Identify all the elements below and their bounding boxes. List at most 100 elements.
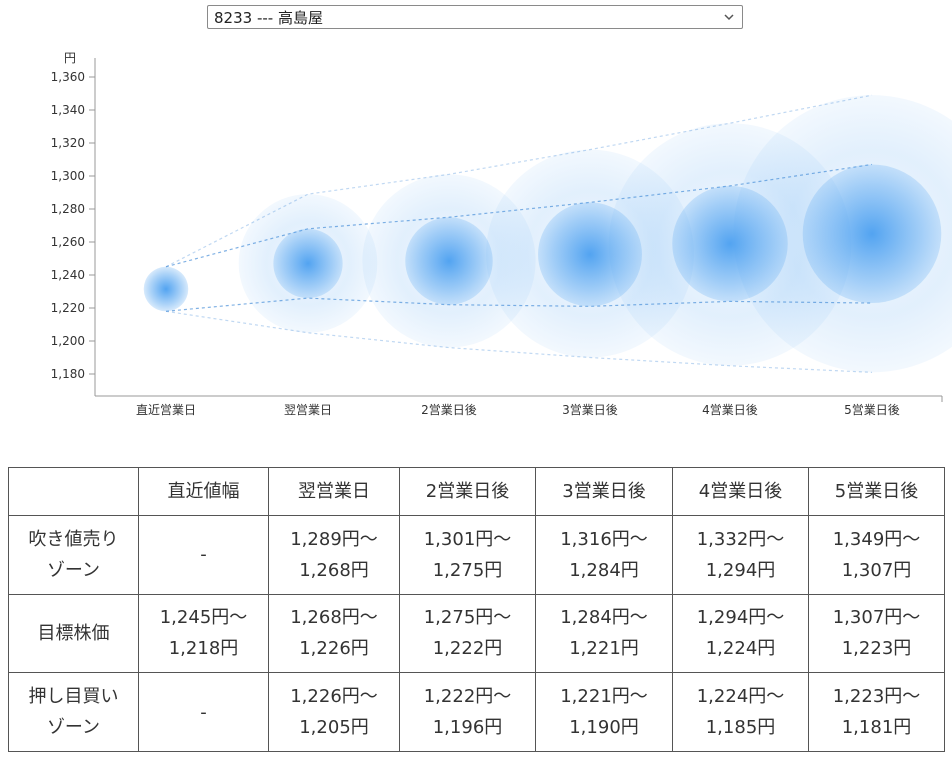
y-tick-label: 1,200 <box>51 334 85 348</box>
row-label: 目標株価 <box>8 593 139 674</box>
target-bubble <box>672 185 788 302</box>
price-cell: 1,294円～ 1,224円 <box>672 593 809 674</box>
price-value: 1,294円～ <box>696 607 785 629</box>
target-lower-line <box>165 297 873 312</box>
price-cell: 1,332円～ 1,294円 <box>672 515 809 595</box>
price-value: 1,196円 <box>432 717 503 739</box>
table-column-header: 4営業日後 <box>672 467 809 516</box>
price-cell: 1,226円～ 1,205円 <box>268 672 400 752</box>
y-axis-unit: 円 <box>64 51 76 65</box>
price-value: - <box>200 544 207 566</box>
price-value: 1,224円 <box>705 638 776 660</box>
target-upper-line <box>165 163 873 268</box>
price-value: 1,275円～ <box>423 607 512 629</box>
forecast-table: 直近値幅 翌営業日 2営業日後 3営業日後 4営業日後 5営業日後 吹き値売りゾーン - 1,… <box>8 467 945 752</box>
price-cell: 1,349円～ 1,307円 <box>808 515 945 595</box>
price-value: 1,221円 <box>569 638 639 660</box>
x-tick-label: 2営業日後 <box>421 403 477 417</box>
table-row: 目標株価 1,245円～ 1,218円 1,268円～ 1,226円 1,275円～ 1,2… <box>8 593 945 674</box>
price-value: 1,284円～ <box>560 607 648 629</box>
table-column-header: 5営業日後 <box>808 467 945 516</box>
price-cell: 1,275円～ 1,222円 <box>399 593 536 674</box>
price-cell: 1,224円～ 1,185円 <box>672 672 809 752</box>
row-label-text: 目標株価 <box>37 622 110 644</box>
y-tick-label: 1,260 <box>51 235 85 249</box>
table-column-header: 翌営業日 <box>268 467 400 516</box>
y-tick-label: 1,220 <box>51 301 85 315</box>
target-bubble <box>538 202 642 307</box>
y-tick-label: 1,300 <box>51 169 85 183</box>
x-tick-label: 4営業日後 <box>702 403 758 417</box>
price-value: 1,268円 <box>299 559 369 581</box>
price-value: 1,190円 <box>569 717 639 739</box>
table-column-header: 3営業日後 <box>535 467 673 516</box>
price-value: 1,294円 <box>705 559 776 581</box>
price-cell: 1,268円～ 1,226円 <box>268 593 400 674</box>
x-tick-label: 翌営業日 <box>284 403 332 417</box>
table-corner-cell <box>8 467 139 516</box>
chevron-down-icon <box>724 14 734 21</box>
price-value: 1,289円～ <box>290 528 378 550</box>
price-value: 1,349円～ <box>832 528 921 550</box>
row-label: 押し目買い ゾーン <box>8 672 139 752</box>
table-row: 吹き値売りゾーン - 1,289円～ 1,268円 1,301円～ 1,275円 1,316… <box>8 515 945 595</box>
price-value: 1,222円 <box>432 638 503 660</box>
y-tick-label: 1,360 <box>51 70 85 84</box>
price-cell: 1,222円～ 1,196円 <box>399 672 536 752</box>
price-value: 1,226円 <box>299 638 369 660</box>
y-tick-label: 1,340 <box>51 103 85 117</box>
y-tick-label: 1,240 <box>51 268 85 282</box>
price-value: 1,275円 <box>432 559 503 581</box>
price-value: 1,223円～ <box>832 686 921 708</box>
stock-selector[interactable]: 8233 --- 高島屋 <box>207 5 743 29</box>
table-column-header: 直近値幅 <box>138 467 269 516</box>
price-cell: - <box>138 672 269 752</box>
price-value: 1,223円 <box>841 638 912 660</box>
table-column-header: 2営業日後 <box>399 467 536 516</box>
price-cell: 1,301円～ 1,275円 <box>399 515 536 595</box>
price-cell: 1,223円～ 1,181円 <box>808 672 945 752</box>
price-value: 1,307円～ <box>832 607 921 629</box>
price-cell: 1,221円～ 1,190円 <box>535 672 673 752</box>
price-value: 1,332円～ <box>696 528 785 550</box>
price-cell: 1,284円～ 1,221円 <box>535 593 673 674</box>
row-label-text: 押し目買い <box>28 686 119 708</box>
row-label: 吹き値売り ゾーン <box>8 515 139 595</box>
stock-selector-value: 8233 --- 高島屋 <box>214 8 323 27</box>
price-cell: - <box>138 515 269 595</box>
price-cell: 1,307円～ 1,223円 <box>808 593 945 674</box>
price-value: 1,316円～ <box>560 528 648 550</box>
price-value: 1,307円 <box>841 559 912 581</box>
target-bubble <box>405 217 493 305</box>
x-tick-label: 直近営業日 <box>136 403 196 417</box>
x-tick-label: 3営業日後 <box>562 403 618 417</box>
price-value: - <box>200 701 207 723</box>
target-bubble <box>143 266 189 312</box>
price-value: 1,226円～ <box>290 686 378 708</box>
price-value: 1,284円 <box>569 559 639 581</box>
price-value: 1,221円～ <box>560 686 648 708</box>
price-cell: 1,245円～ 1,218円 <box>138 593 269 674</box>
row-label-text: 吹き値売り <box>28 528 119 550</box>
price-value: 1,245円～ <box>159 607 248 629</box>
price-forecast-chart: 1,180 1,200 1,220 1,240 1,260 1,280 1,300 1,320… <box>51 51 952 417</box>
price-cell: 1,289円～ 1,268円 <box>268 515 400 595</box>
outer-upper-line <box>165 94 873 268</box>
x-tick-label: 5営業日後 <box>844 403 900 417</box>
table-row: 押し目買いゾーン - 1,226円～ 1,205円 1,222円～ 1,196円 1,221… <box>8 672 945 752</box>
target-bubble <box>273 228 343 299</box>
row-label-text: ゾーン <box>46 717 101 739</box>
y-tick-label: 1,180 <box>51 367 85 381</box>
price-value: 1,205円 <box>299 717 369 739</box>
price-value: 1,222円～ <box>423 686 512 708</box>
target-bubble <box>802 164 942 304</box>
price-value: 1,224円～ <box>696 686 785 708</box>
price-value: 1,301円～ <box>423 528 512 550</box>
row-label-text: ゾーン <box>46 559 101 581</box>
price-value: 1,185円 <box>705 717 776 739</box>
price-cell: 1,316円～ 1,284円 <box>535 515 673 595</box>
price-value: 1,218円 <box>168 638 239 660</box>
price-value: 1,268円～ <box>290 607 378 629</box>
price-value: 1,181円 <box>841 717 912 739</box>
y-tick-label: 1,280 <box>51 202 85 216</box>
